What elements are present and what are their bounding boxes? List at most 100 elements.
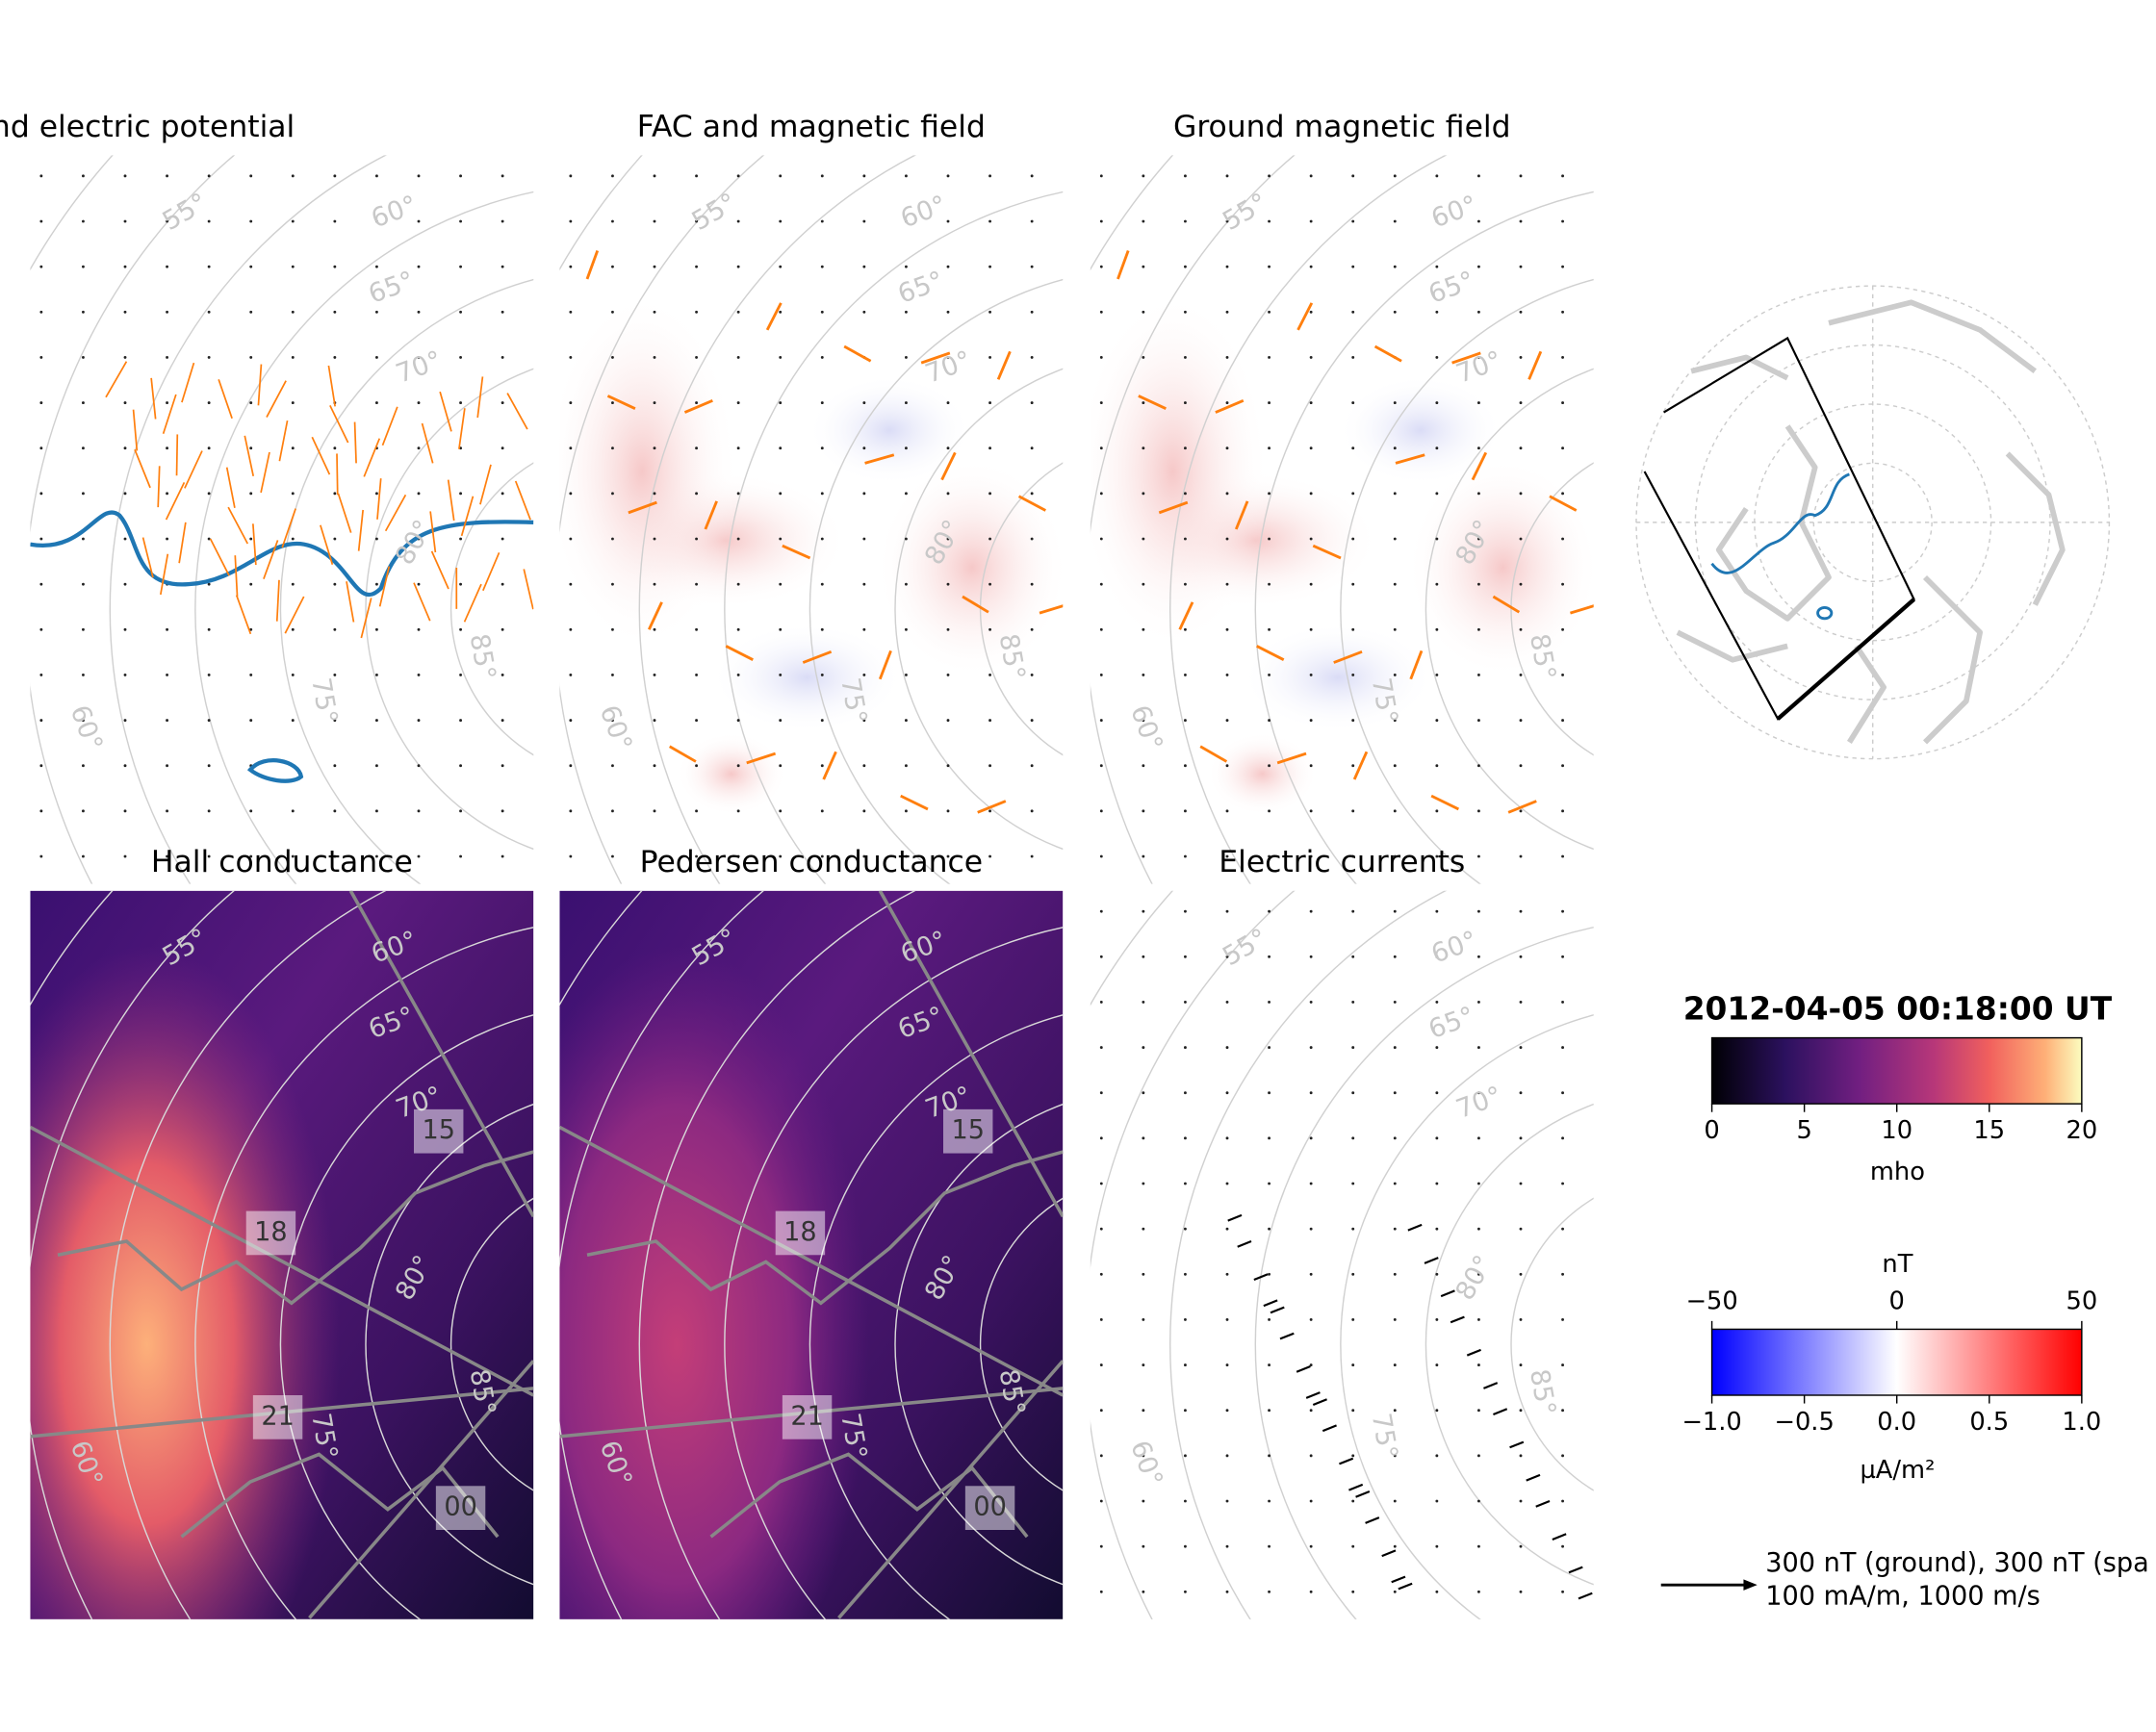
current-arrow: [1398, 1582, 1413, 1591]
velocity-arrow: [178, 522, 187, 564]
grid-dot: [1225, 1001, 1229, 1004]
latitude-circle: [449, 1197, 534, 1491]
grid-dot: [207, 764, 211, 768]
colorbar-gradient: [1710, 1036, 2083, 1105]
grid-dot: [1030, 401, 1034, 404]
grid-dot: [82, 854, 85, 858]
grid-dot: [905, 265, 908, 268]
grid-dot: [1268, 356, 1270, 359]
grid-dot: [207, 356, 211, 359]
grid-dot: [1561, 1499, 1564, 1503]
grid-dot: [500, 582, 504, 586]
grid-dot: [1477, 219, 1480, 223]
current-arrow: [1227, 1213, 1243, 1222]
grid-dot: [123, 719, 127, 722]
grid-dot: [1309, 1499, 1313, 1503]
velocity-arrow: [275, 579, 280, 622]
latitude-label: 60°: [897, 191, 951, 235]
grid-dot: [1225, 1091, 1229, 1095]
field-arrow: [1158, 500, 1189, 515]
grid-dot: [653, 719, 656, 722]
latitude-circle: [194, 927, 534, 1619]
grid-dot: [39, 764, 43, 768]
grid-dot: [1225, 627, 1229, 631]
grid-dot: [1309, 356, 1313, 359]
grid-dot: [333, 674, 337, 676]
grid-dot: [500, 174, 504, 178]
grid-dot: [1351, 955, 1355, 958]
grid-dot: [1309, 1318, 1313, 1321]
grid-dot: [1519, 719, 1523, 722]
grid-dot: [695, 854, 698, 858]
grid-dot: [1519, 1590, 1523, 1593]
grid-dot: [1561, 809, 1564, 813]
grid-dot: [1435, 1409, 1439, 1413]
grid-dot: [249, 719, 253, 722]
grid-dot: [695, 537, 698, 541]
grid-dot: [1519, 1001, 1523, 1004]
panel-title: nvection velocity and electric potential: [0, 110, 295, 144]
mlt-label-box: [943, 1108, 993, 1154]
grid-dot: [1268, 1318, 1270, 1321]
grid-dot: [1351, 1091, 1355, 1095]
coastline: [57, 1150, 534, 1539]
grid-dot: [82, 446, 85, 450]
latitude-label: 55°: [158, 188, 213, 237]
current-arrow: [1355, 1490, 1371, 1498]
grid-dot: [249, 265, 253, 268]
grid-dot: [1225, 909, 1229, 913]
grid-dot: [82, 174, 85, 178]
latitude-label: 70°: [1452, 1081, 1506, 1125]
velocity-arrow: [260, 451, 270, 494]
grid-dot: [1561, 854, 1564, 858]
grid-dot: [1435, 674, 1439, 676]
velocity-arrow: [134, 448, 151, 489]
grid-dot: [1519, 492, 1523, 496]
latitude-circle: [1424, 1103, 1594, 1586]
grid-dot: [1099, 809, 1103, 813]
latitude-label: 60°: [368, 191, 422, 235]
field-arrow: [1215, 398, 1245, 414]
grid-dot: [1561, 1227, 1564, 1231]
grid-dot: [1435, 401, 1439, 404]
grid-dot: [988, 719, 991, 722]
grid-dot: [569, 764, 573, 768]
grid-dot: [1030, 764, 1034, 768]
grid-dot: [1099, 719, 1103, 722]
latitude-circle: [298, 492, 2003, 1732]
grid-dot: [1477, 1182, 1480, 1185]
grid-dot: [695, 809, 698, 813]
mlt-label-box: [252, 1395, 303, 1439]
contour-blob: [1338, 375, 1503, 486]
grid-dot: [249, 446, 253, 450]
grid-dot: [736, 265, 740, 268]
grid-dot: [1030, 492, 1034, 496]
grid-dot: [1142, 909, 1145, 913]
grid-dot: [905, 854, 908, 858]
grid-dot: [1477, 1318, 1480, 1321]
grid-dot: [1225, 1454, 1229, 1458]
grid-dot: [1519, 537, 1523, 541]
grid-dot: [1225, 809, 1229, 813]
grid-dot: [123, 219, 127, 223]
field-arrow: [1276, 751, 1307, 765]
grid-dot: [82, 719, 85, 722]
grid-dot: [82, 537, 85, 541]
grid-dot: [1225, 1318, 1229, 1321]
grid-dot: [1351, 310, 1355, 314]
field-arrow: [962, 595, 989, 614]
grid-dot: [291, 719, 295, 722]
grid-dot: [249, 674, 253, 676]
grid-dot: [1393, 955, 1397, 958]
current-arrow: [1348, 1483, 1364, 1491]
grid-dot: [1225, 582, 1229, 586]
grid-dot: [417, 219, 421, 223]
velocity-arrow: [157, 466, 161, 508]
current-arrow: [1237, 1240, 1252, 1248]
colorbar-top-label: nT: [1882, 1250, 1912, 1279]
grid-dot: [333, 492, 337, 496]
grid-dot: [1030, 674, 1034, 676]
grid-dot: [1393, 1001, 1397, 1004]
grid-dot: [905, 401, 908, 404]
grid-dot: [1225, 265, 1229, 268]
